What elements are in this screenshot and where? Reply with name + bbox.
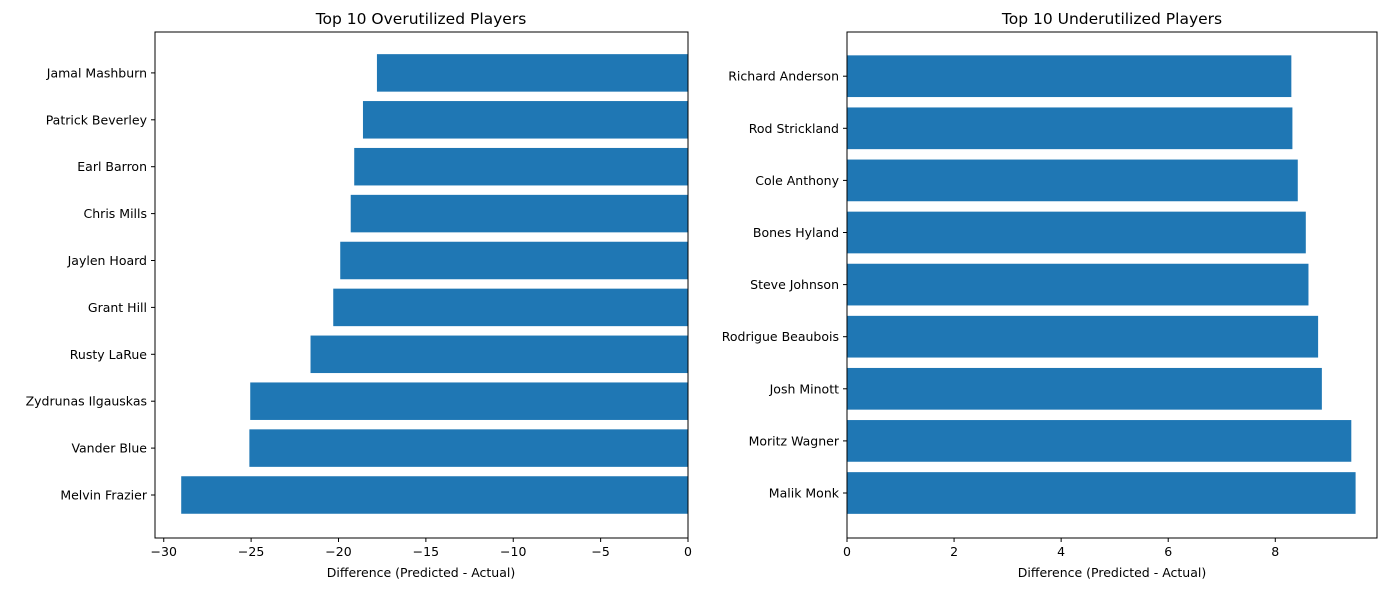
underutilized-chart: Top 10 Underutilized Players Malik MonkM… <box>722 10 1378 580</box>
x-tick-label: −10 <box>500 544 526 559</box>
y-tick-label: Vander Blue <box>71 441 147 456</box>
y-tick-label: Bones Hyland <box>753 225 839 240</box>
bar <box>333 288 688 327</box>
bar-group <box>181 54 689 514</box>
plot-frame <box>846 31 1378 539</box>
x-tick-label: 0 <box>843 544 851 559</box>
y-tick-label: Rusty LaRue <box>70 347 148 362</box>
y-tick-label: Josh Minott <box>769 381 839 396</box>
y-tick-label: Richard Anderson <box>728 69 839 84</box>
bar <box>847 263 1309 306</box>
bar <box>350 194 688 233</box>
bar <box>847 367 1322 410</box>
plot-frame <box>154 31 689 539</box>
y-tick-labels: Melvin Frazier Vander Blue Zydrunas Ilgaus… <box>26 65 155 503</box>
y-tick-label: Chris Mills <box>84 206 147 221</box>
bar <box>847 159 1298 202</box>
x-tick-label: 2 <box>950 544 958 559</box>
overutilized-chart: Top 10 Overutilized Players Melvin Frazi… <box>26 10 692 580</box>
bar <box>249 429 688 467</box>
bar <box>376 54 688 92</box>
bar <box>847 315 1319 358</box>
x-tick-label: −20 <box>325 544 351 559</box>
x-ticks: 0 2 4 6 8 <box>843 538 1279 559</box>
x-axis-label: Difference (Predicted - Actual) <box>1018 565 1206 580</box>
bar <box>362 101 688 139</box>
x-tick-label: −25 <box>238 544 264 559</box>
x-tick-label: 0 <box>684 544 692 559</box>
y-tick-label: Malik Monk <box>769 486 840 501</box>
bar <box>340 241 688 280</box>
y-tick-labels: Malik Monk Moritz Wagner Josh Minott Rodrig… <box>722 69 847 501</box>
y-tick-label: Jamal Mashburn <box>46 65 147 80</box>
bar <box>847 472 1356 514</box>
y-tick-label: Steve Johnson <box>750 277 839 292</box>
bar <box>310 335 688 374</box>
x-tick-label: −15 <box>413 544 439 559</box>
y-tick-label: Cole Anthony <box>755 173 839 188</box>
y-tick-label: Zydrunas Ilgauskas <box>26 394 147 409</box>
bar <box>847 107 1293 150</box>
x-tick-label: 8 <box>1271 544 1279 559</box>
y-tick-label: Grant Hill <box>88 300 147 315</box>
bar-group <box>847 55 1356 514</box>
y-tick-label: Earl Barron <box>77 159 147 174</box>
chart-title: Top 10 Overutilized Players <box>315 10 527 28</box>
bar <box>847 420 1352 462</box>
y-tick-label: Moritz Wagner <box>749 433 840 448</box>
y-tick-label: Jaylen Hoard <box>67 253 147 268</box>
x-tick-label: −30 <box>151 544 177 559</box>
x-tick-label: 6 <box>1164 544 1172 559</box>
x-tick-label: 4 <box>1057 544 1065 559</box>
y-tick-label: Melvin Frazier <box>60 488 148 503</box>
y-tick-label: Rod Strickland <box>749 121 839 136</box>
chart-title: Top 10 Underutilized Players <box>1001 10 1222 28</box>
y-tick-label: Patrick Beverley <box>46 112 148 127</box>
x-axis-label: Difference (Predicted - Actual) <box>327 565 515 580</box>
bar <box>354 147 688 186</box>
bar <box>181 476 688 514</box>
y-tick-label: Rodrigue Beaubois <box>722 329 839 344</box>
x-ticks: −30 −25 −20 −15 −10 −5 0 <box>151 538 692 559</box>
bar <box>847 55 1292 98</box>
x-tick-label: −5 <box>591 544 609 559</box>
bar <box>847 211 1306 254</box>
bar <box>250 382 689 420</box>
